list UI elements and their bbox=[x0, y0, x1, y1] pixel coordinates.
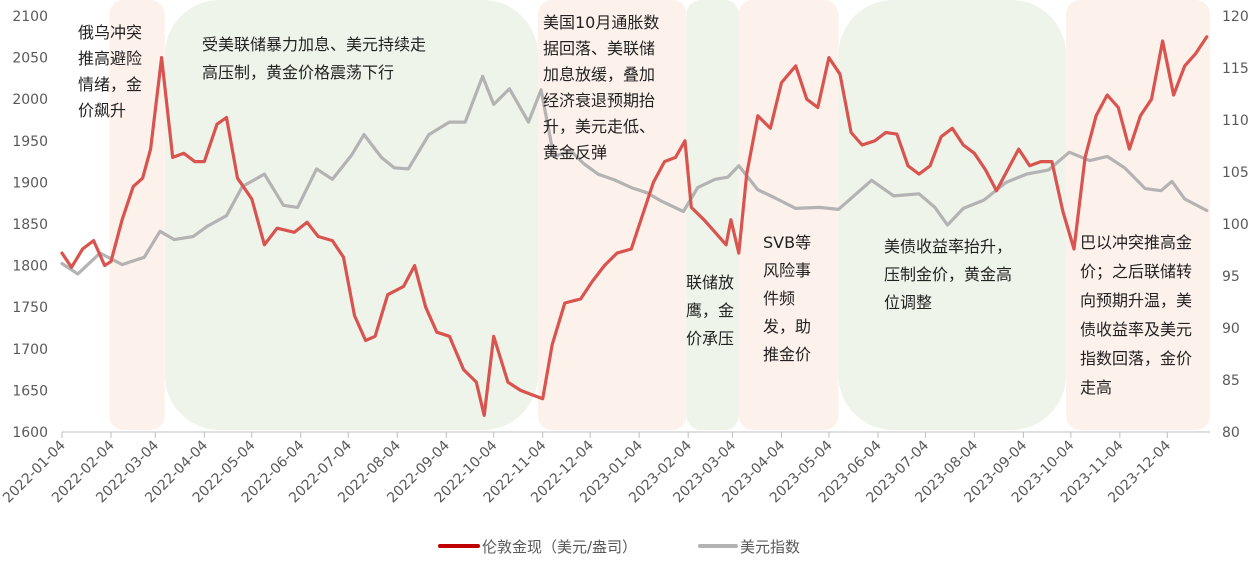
annotation-3: 联储放鹰，金价承压 bbox=[686, 273, 734, 348]
y-right-tick-label: 95 bbox=[1222, 269, 1240, 285]
series-lines bbox=[60, 35, 1209, 417]
annotation-line: 经济衰退预期抬 bbox=[543, 91, 655, 110]
annotation-line: 升，美元走低、 bbox=[543, 117, 655, 136]
annotation-line: 发，助 bbox=[763, 317, 811, 336]
annotation-line: 债收益率及美元 bbox=[1080, 320, 1192, 339]
y-left-tick-label: 2000 bbox=[12, 92, 48, 108]
shaded-period-2 bbox=[537, 0, 687, 430]
annotation-line: 风险事 bbox=[763, 261, 811, 280]
shaded-period-0 bbox=[109, 0, 165, 430]
annotation-line: 指数回落，金价 bbox=[1080, 349, 1192, 368]
series-line-dxy bbox=[60, 74, 1209, 276]
annotation-line: 向预期升温，美 bbox=[1080, 291, 1192, 310]
shaded-period-3 bbox=[686, 0, 739, 430]
annotation-line: 价；之后联储转 bbox=[1080, 262, 1192, 281]
annotation-line: 情绪，金 bbox=[78, 75, 142, 94]
y-left-tick-label: 1950 bbox=[12, 134, 48, 150]
annotation-5: 美债收益率抬升， 压制金价，黄金高位调整 bbox=[884, 237, 1012, 312]
annotation-line: 加息放缓，叠加 bbox=[543, 65, 655, 84]
y-left-tick-label: 1750 bbox=[12, 300, 48, 316]
annotation-line: 美国10月通胀数 bbox=[543, 13, 659, 32]
y-right-tick-label: 90 bbox=[1222, 321, 1240, 337]
annotation-line: 黄金反弹 bbox=[543, 143, 607, 162]
annotation-2: 美国10月通胀数据回落、美联储加息放缓，叠加经济衰退预期抬升，美元走低、黄金反弹 bbox=[543, 13, 659, 162]
annotation-line: SVB等 bbox=[763, 233, 811, 252]
y-left-tick-label: 2100 bbox=[12, 9, 48, 25]
y-right-tick-label: 110 bbox=[1222, 113, 1249, 129]
y-right-tick-label: 105 bbox=[1222, 165, 1249, 181]
y-right-tick-label: 120 bbox=[1222, 9, 1249, 25]
annotation-line: 据回落、美联储 bbox=[543, 39, 655, 58]
legend-label-dxy: 美元指数 bbox=[740, 538, 800, 556]
shaded-period-4 bbox=[738, 0, 839, 430]
annotation-line: 件频 bbox=[763, 289, 795, 308]
legend: 伦敦金现（美元/盎司） 美元指数 bbox=[438, 538, 800, 556]
y-left-tick-label: 1700 bbox=[12, 342, 48, 358]
annotation-line: 美债收益率抬升， bbox=[884, 237, 1012, 256]
annotation-6: 巴以冲突推高金价；之后联储转向预期升温，美债收益率及美元指数回落，金价走高 bbox=[1080, 233, 1192, 397]
y-right-tick-label: 80 bbox=[1222, 425, 1240, 441]
shaded-periods bbox=[109, 0, 1210, 430]
annotation-1: 受美联储暴力加息、美元持续走高压制，黄金价格震荡下行 bbox=[202, 35, 426, 82]
annotation-line: 压制金价，黄金高 bbox=[884, 265, 1012, 284]
y-left-tick-label: 2050 bbox=[12, 51, 48, 67]
annotation-line: 巴以冲突推高金 bbox=[1080, 233, 1192, 252]
annotation-line: 位调整 bbox=[884, 293, 932, 312]
annotation-line: 鹰，金 bbox=[686, 301, 734, 320]
y-right-tick-label: 115 bbox=[1222, 61, 1249, 77]
annotation-line: 价承压 bbox=[686, 329, 734, 348]
annotation-line: 高压制，黄金价格震荡下行 bbox=[202, 63, 394, 82]
annotation-line: 联储放 bbox=[686, 273, 734, 292]
y-right-tick-label: 100 bbox=[1222, 217, 1249, 233]
y-left-tick-label: 1900 bbox=[12, 175, 48, 191]
series-line-gold bbox=[60, 35, 1209, 417]
annotation-4: SVB等风险事件频发，助推金价 bbox=[763, 233, 811, 364]
y-left-tick-label: 1850 bbox=[12, 217, 48, 233]
legend-label-gold: 伦敦金现（美元/盎司） bbox=[482, 538, 637, 556]
shaded-period-5 bbox=[838, 0, 1067, 430]
annotation-line: 俄乌冲突 bbox=[78, 23, 142, 42]
annotation-0: 俄乌冲突推高避险情绪，金价飙升 bbox=[78, 23, 142, 120]
annotation-line: 受美联储暴力加息、美元持续走 bbox=[202, 35, 426, 54]
annotation-line: 推高避险 bbox=[78, 49, 142, 68]
y-right-tick-label: 85 bbox=[1222, 373, 1240, 389]
y-left-tick-label: 1800 bbox=[12, 259, 48, 275]
annotation-line: 价飙升 bbox=[78, 101, 126, 120]
annotation-line: 走高 bbox=[1080, 378, 1112, 397]
annotation-line: 推金价 bbox=[763, 345, 811, 364]
y-left-tick-label: 1650 bbox=[12, 383, 48, 399]
annotations: 俄乌冲突推高避险情绪，金价飙升 受美联储暴力加息、美元持续走高压制，黄金价格震荡下… bbox=[78, 13, 1192, 397]
shaded-period-1 bbox=[164, 0, 538, 430]
y-left-tick-label: 1600 bbox=[12, 425, 48, 441]
